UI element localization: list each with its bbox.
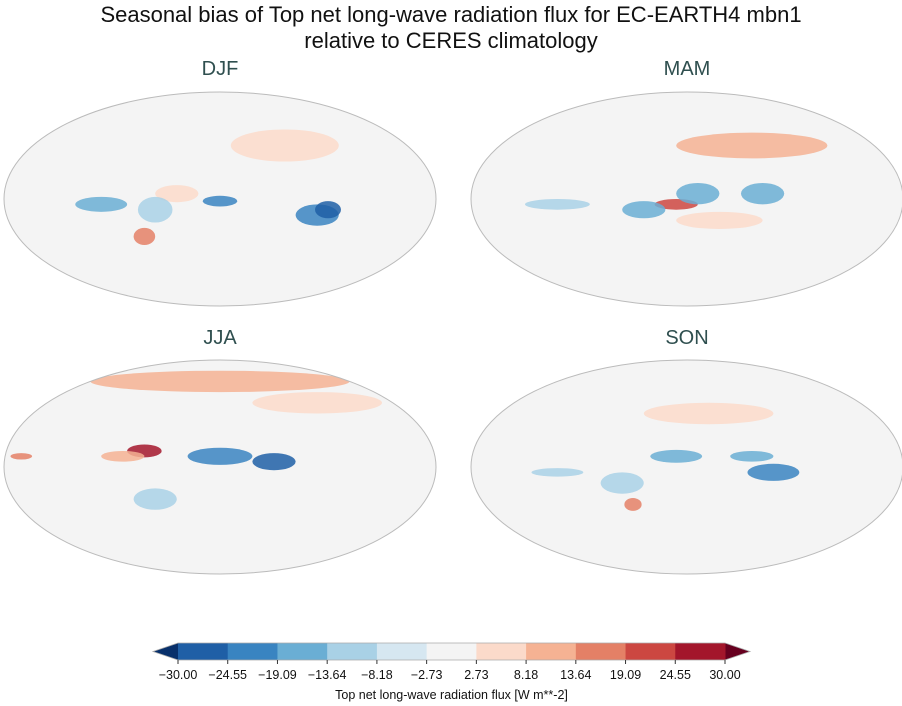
colorbar-tick-label: −24.55 [208,668,247,682]
anomaly-region [230,129,339,162]
map-outline [3,359,437,575]
anomaly-region [187,447,253,465]
anomaly-region [622,201,666,219]
map-outline [470,91,902,307]
anomaly-region [676,182,720,205]
colorbar-segment [227,643,278,660]
map-panel-jja [3,359,437,575]
anomaly-region [133,227,156,246]
anomaly-region [90,370,350,393]
map-background [471,360,902,574]
colorbar-tick-label: 8.18 [514,668,538,682]
panel-title-son: SON [665,327,709,349]
map-outline [3,91,437,307]
colorbar-label: Top net long-wave radiation flux [W m**-… [335,688,568,702]
anomaly-region [600,472,644,494]
anomaly-region [155,185,199,203]
colorbar-segment [625,643,676,660]
colorbar: −30.00 −24.55 −19.09 −13.64 −8.18 −2.73 2.73 8.… [151,642,752,702]
anomaly-region [747,463,800,481]
colorbar-tick-label: −2.73 [411,668,443,682]
anomaly-region [676,132,828,159]
colorbar-segment [426,643,477,660]
anomaly-region [101,450,145,462]
anomaly-region [676,211,763,229]
anomaly-region [75,196,128,212]
colorbar-over-arrow [725,643,750,660]
anomaly-region [650,449,703,463]
colorbar-segment [327,643,378,660]
map-panel-djf [3,91,437,307]
colorbar-tick-label: −8.18 [361,668,393,682]
colorbar-tick-label: −19.09 [258,668,297,682]
map-panel-mam [470,91,902,307]
anomaly-region [531,468,584,477]
anomaly-region [643,402,774,425]
colorbar-segment [675,643,726,660]
colorbar-segment [575,643,627,660]
colorbar-tick-label: 24.55 [660,668,691,682]
anomaly-region [137,196,173,223]
map-outline [470,359,902,575]
colorbar-tick-label: 19.09 [610,668,641,682]
anomaly-region [525,199,590,210]
map-background [4,360,436,574]
title-line-1: Seasonal bias of Top net long-wave radia… [100,2,802,27]
anomaly-region [10,453,33,460]
anomaly-region [624,498,642,511]
panel-title-mam: MAM [663,58,711,80]
panel-title-djf: DJF [201,58,239,80]
colorbar-segment [376,643,428,660]
colorbar-segment [476,643,527,660]
anomaly-region [133,488,177,510]
anomaly-region [741,182,785,205]
colorbar-segment [277,643,328,660]
colorbar-tick-label: 2.73 [464,668,488,682]
anomaly-region [252,453,296,471]
anomaly-region [252,392,382,414]
colorbar-tick-label: 30.00 [709,668,740,682]
colorbar-tick-label: −30.00 [159,668,198,682]
colorbar-segment [526,643,577,660]
anomaly-region [202,195,238,207]
map-panel-son [470,359,902,575]
anomaly-region [315,201,341,219]
colorbar-tick-label: 13.64 [560,668,591,682]
title-line-2: relative to CERES climatology [304,28,598,53]
colorbar-tick-label: −13.64 [308,668,347,682]
figure-title: Seasonal bias of Top net long-wave radia… [0,2,902,54]
panel-title-jja: JJA [203,327,237,349]
colorbar-segment [178,643,229,660]
anomaly-region [730,450,774,462]
colorbar-under-arrow [153,643,178,660]
